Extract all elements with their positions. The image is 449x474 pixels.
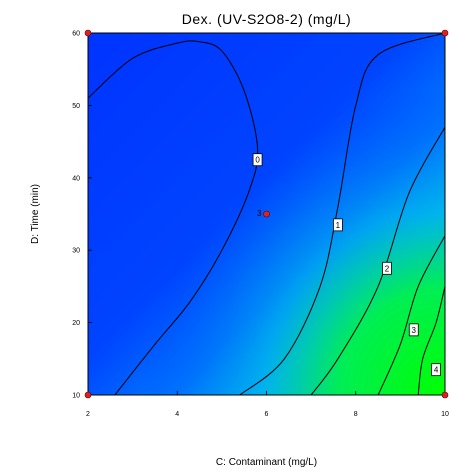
design-point-label: 3: [257, 209, 262, 218]
svg-text:4: 4: [434, 366, 439, 375]
svg-text:1: 1: [336, 221, 341, 230]
svg-text:0: 0: [255, 156, 260, 165]
design-point: [441, 391, 449, 399]
y-axis-label: D: Time (min): [30, 184, 41, 244]
y-tick-label: 50: [72, 103, 80, 110]
contour-label: 0: [252, 153, 263, 167]
contour-label: 1: [332, 218, 343, 232]
y-tick-label: 20: [72, 320, 80, 327]
design-points: 3: [84, 29, 449, 399]
design-point: [84, 391, 92, 399]
contour-line-1: [239, 33, 445, 395]
contour-line-2: [310, 126, 445, 395]
y-tick-label: 60: [72, 31, 80, 38]
contour-line-3: [377, 235, 445, 395]
design-point: [441, 29, 449, 37]
x-tick-label: 8: [354, 411, 358, 418]
design-point: [263, 210, 270, 218]
svg-text:3: 3: [412, 326, 417, 335]
x-tick-label: 6: [265, 411, 269, 418]
x-tick-label: 4: [175, 411, 179, 418]
x-tick-label: 10: [441, 411, 449, 418]
x-axis-label: C: Contaminant (mg/L): [216, 457, 317, 468]
contour-line-0: [88, 40, 259, 395]
contour-label: 4: [431, 363, 441, 377]
design-point: [84, 29, 92, 37]
y-tick-label: 30: [72, 248, 80, 255]
x-tick-label: 2: [86, 411, 90, 418]
y-tick-label: 10: [72, 393, 80, 400]
y-tick-label: 40: [72, 175, 80, 182]
chart-title: Dex. (UV-S2O8-2) (mg/L): [182, 11, 351, 27]
contour-line-4: [417, 286, 445, 395]
contour-labels: 0 1 2 3 4: [252, 153, 441, 377]
contour-label: 3: [408, 323, 419, 337]
contour-lines: [88, 33, 445, 395]
contour-label: 2: [382, 261, 392, 275]
svg-text:2: 2: [385, 264, 390, 273]
